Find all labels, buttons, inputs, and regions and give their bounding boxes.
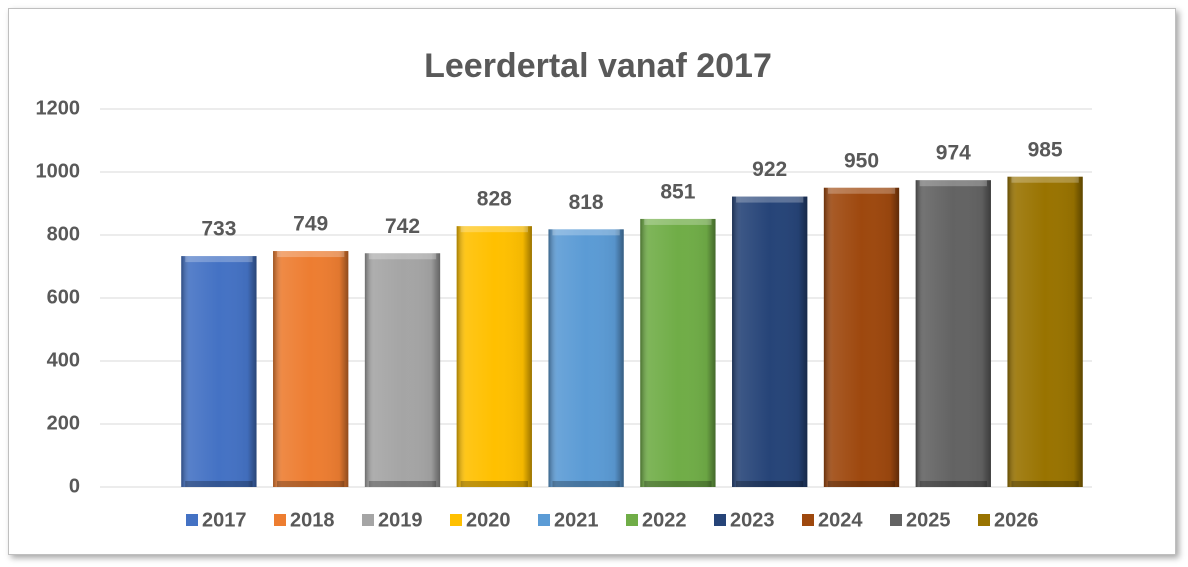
- data-label: 922: [752, 158, 787, 181]
- bar-bevel: [644, 481, 712, 487]
- y-tick-label: 1200: [36, 97, 81, 119]
- bar-shade: [456, 226, 532, 487]
- data-label: 974: [936, 142, 971, 165]
- bar-bevel: [368, 253, 437, 260]
- y-tick-label: 400: [47, 349, 80, 371]
- data-label: 851: [660, 180, 695, 203]
- bar-bevel: [368, 481, 437, 487]
- bar-shade: [1007, 176, 1083, 487]
- bar-bevel: [552, 481, 620, 487]
- y-tick-label: 600: [47, 286, 80, 308]
- bar-bevel: [827, 187, 896, 194]
- legend-label: 2018: [290, 509, 335, 531]
- bar-bevel: [277, 481, 345, 487]
- data-label: 742: [385, 215, 420, 238]
- legend-swatch: [890, 514, 902, 526]
- bar-bevel: [460, 226, 528, 233]
- bar-bevel: [552, 229, 620, 236]
- legend-swatch: [186, 514, 198, 526]
- legend-swatch: [714, 514, 726, 526]
- bar-bevel: [919, 481, 987, 487]
- bar-bevel: [185, 481, 253, 487]
- legend-swatch: [362, 514, 374, 526]
- bar-bevel: [827, 481, 896, 487]
- y-tick-label: 200: [47, 412, 80, 434]
- bar-shade: [915, 180, 991, 487]
- legend-label: 2021: [554, 509, 599, 531]
- bar-shade: [181, 256, 257, 487]
- y-tick-label: 0: [69, 475, 80, 497]
- bar-shade: [548, 229, 624, 487]
- bar-shade: [364, 253, 441, 487]
- legend-swatch: [274, 514, 286, 526]
- data-label: 749: [293, 213, 328, 236]
- bar-bevel: [736, 481, 804, 487]
- y-tick-label: 1000: [36, 160, 81, 182]
- bar-bevel: [644, 218, 712, 225]
- legend-swatch: [978, 514, 990, 526]
- bar-shade: [823, 187, 900, 487]
- legend-label: 2017: [202, 509, 247, 531]
- legend-swatch: [538, 514, 550, 526]
- legend-label: 2020: [466, 509, 511, 531]
- chart-title: Leerdertal vanaf 2017: [424, 47, 772, 85]
- bar-bevel: [919, 180, 987, 187]
- legend-label: 2019: [378, 509, 423, 531]
- bar-bevel: [460, 481, 528, 487]
- data-label: 985: [1028, 138, 1063, 161]
- bar-shade: [732, 196, 808, 487]
- bar-bevel: [1011, 481, 1079, 487]
- legend-label: 2025: [906, 509, 951, 531]
- bar-bevel: [277, 251, 345, 258]
- bar-shade: [273, 251, 349, 487]
- legend-label: 2023: [730, 509, 775, 531]
- data-label: 818: [569, 191, 604, 214]
- data-label: 950: [844, 149, 879, 172]
- legend-swatch: [450, 514, 462, 526]
- bar-shade: [640, 218, 716, 487]
- bar-bevel: [1011, 176, 1079, 183]
- legend-label: 2026: [994, 509, 1039, 531]
- legend-label: 2022: [642, 509, 687, 531]
- bar-bevel: [185, 256, 253, 263]
- data-label: 828: [477, 188, 512, 211]
- bar-bevel: [736, 196, 804, 203]
- y-tick-label: 800: [47, 223, 80, 245]
- legend-label: 2024: [818, 509, 863, 531]
- legend-swatch: [626, 514, 638, 526]
- data-label: 733: [201, 218, 236, 241]
- legend-swatch: [802, 514, 814, 526]
